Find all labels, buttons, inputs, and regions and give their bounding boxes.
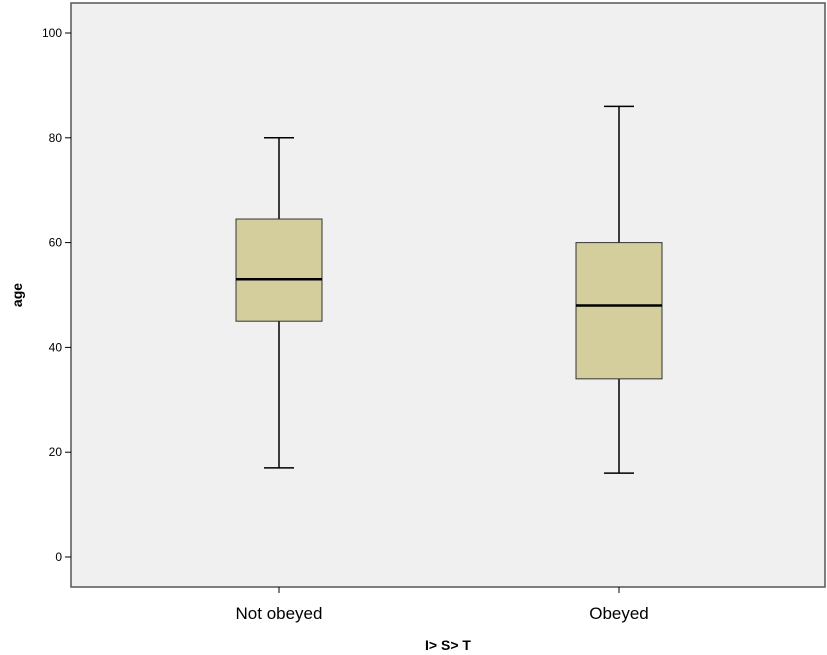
y-tick-label: 0 [55,550,62,564]
iqr-box [575,242,663,380]
y-axis-title: age [9,283,25,307]
plot-area [70,2,826,588]
box-1 [235,137,323,469]
y-tick-label: 40 [49,340,63,354]
x-tick-label: Obeyed [589,604,649,623]
x-axis-title: I> S> T [425,637,471,653]
box-2 [575,105,663,474]
y-axis: 0 20 40 60 80 100 [42,26,71,564]
y-tick-label: 60 [49,236,63,250]
y-tick-label: 80 [49,131,63,145]
boxes-group [235,105,663,474]
x-tick-label: Not obeyed [236,604,323,623]
iqr-box [235,218,323,322]
x-axis: Not obeyed Obeyed [236,587,649,623]
y-tick-label: 20 [49,445,63,459]
y-tick-label: 100 [42,26,62,40]
